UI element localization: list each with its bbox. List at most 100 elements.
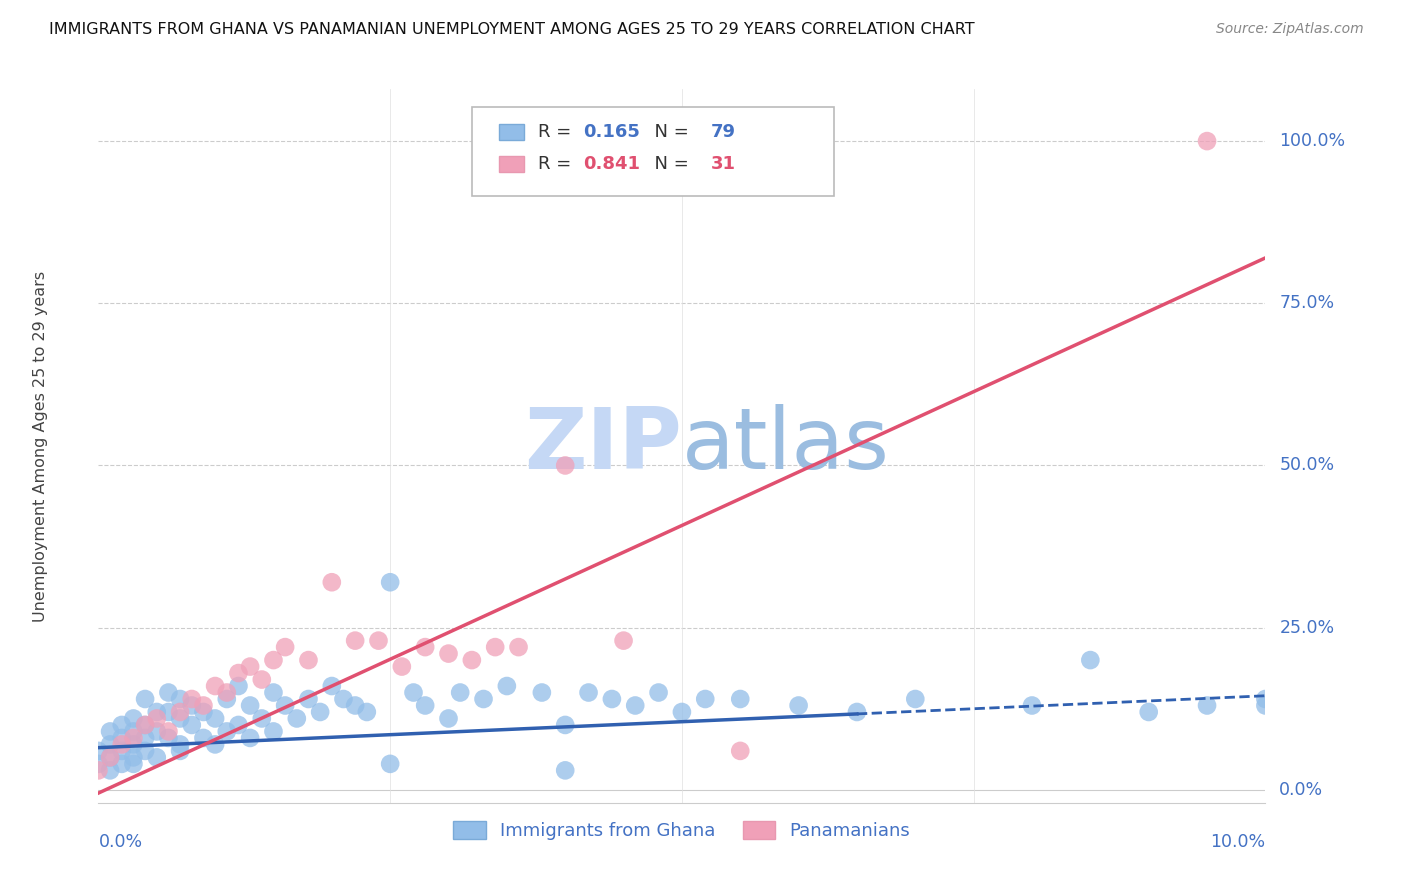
Point — [193, 731, 215, 745]
Point — [904, 692, 927, 706]
Point — [193, 698, 215, 713]
Point — [180, 692, 202, 706]
Legend: Immigrants from Ghana, Panamanians: Immigrants from Ghana, Panamanians — [446, 814, 918, 847]
Point — [122, 731, 145, 745]
Point — [169, 738, 191, 752]
Point — [262, 724, 284, 739]
Text: 0.0%: 0.0% — [1279, 780, 1323, 799]
Point — [146, 711, 169, 725]
Point — [647, 685, 669, 699]
Point — [344, 698, 367, 713]
Point — [215, 724, 238, 739]
Text: 79: 79 — [711, 123, 737, 141]
Point — [437, 647, 460, 661]
Point — [122, 738, 145, 752]
Point — [122, 756, 145, 771]
Point — [600, 692, 623, 706]
Point — [508, 640, 530, 654]
Point — [530, 685, 553, 699]
Point — [111, 718, 134, 732]
Point — [250, 711, 273, 725]
Bar — [499, 156, 524, 172]
Point — [484, 640, 506, 654]
Text: Unemployment Among Ages 25 to 29 years: Unemployment Among Ages 25 to 29 years — [32, 270, 48, 622]
Point — [496, 679, 519, 693]
Text: 0.0%: 0.0% — [98, 833, 142, 851]
Point — [146, 724, 169, 739]
Point — [437, 711, 460, 725]
Text: 31: 31 — [711, 155, 737, 173]
Point — [98, 724, 121, 739]
Point — [98, 750, 121, 764]
Point — [122, 711, 145, 725]
Text: ZIP: ZIP — [524, 404, 682, 488]
Point — [87, 744, 110, 758]
Point — [169, 711, 191, 725]
Point — [111, 744, 134, 758]
Point — [624, 698, 647, 713]
Point — [204, 711, 226, 725]
Point — [239, 731, 262, 745]
Point — [332, 692, 354, 706]
Point — [262, 685, 284, 699]
Point — [730, 692, 752, 706]
Text: N =: N = — [644, 155, 695, 173]
Point — [787, 698, 810, 713]
Point — [98, 738, 121, 752]
Point — [356, 705, 378, 719]
Bar — [499, 124, 524, 140]
Text: 25.0%: 25.0% — [1279, 619, 1334, 637]
Text: Source: ZipAtlas.com: Source: ZipAtlas.com — [1216, 22, 1364, 37]
Point — [285, 711, 308, 725]
Point — [262, 653, 284, 667]
Point — [554, 764, 576, 778]
Point — [461, 653, 484, 667]
Point — [98, 764, 121, 778]
Point — [380, 575, 402, 590]
Text: R =: R = — [538, 123, 578, 141]
Point — [1021, 698, 1043, 713]
Point — [111, 756, 134, 771]
Point — [134, 692, 156, 706]
Point — [344, 633, 367, 648]
Point — [180, 718, 202, 732]
Point — [274, 640, 297, 654]
Point — [730, 744, 752, 758]
Point — [122, 750, 145, 764]
Point — [1195, 134, 1218, 148]
Point — [134, 718, 156, 732]
Point — [472, 692, 495, 706]
Point — [169, 705, 191, 719]
Point — [204, 679, 226, 693]
Point — [321, 575, 343, 590]
Point — [239, 698, 262, 713]
Point — [554, 718, 576, 732]
Point — [111, 738, 134, 752]
Point — [157, 705, 180, 719]
FancyBboxPatch shape — [472, 107, 834, 196]
Point — [367, 633, 389, 648]
Point — [309, 705, 332, 719]
Text: IMMIGRANTS FROM GHANA VS PANAMANIAN UNEMPLOYMENT AMONG AGES 25 TO 29 YEARS CORRE: IMMIGRANTS FROM GHANA VS PANAMANIAN UNEM… — [49, 22, 974, 37]
Point — [413, 698, 436, 713]
Point — [111, 731, 134, 745]
Point — [449, 685, 471, 699]
Point — [87, 756, 110, 771]
Point — [413, 640, 436, 654]
Point — [1137, 705, 1160, 719]
Text: atlas: atlas — [682, 404, 890, 488]
Point — [157, 731, 180, 745]
Point — [87, 764, 110, 778]
Text: 75.0%: 75.0% — [1279, 294, 1334, 312]
Point — [169, 744, 191, 758]
Point — [134, 744, 156, 758]
Point — [193, 705, 215, 719]
Point — [122, 724, 145, 739]
Point — [321, 679, 343, 693]
Point — [239, 659, 262, 673]
Point — [274, 698, 297, 713]
Text: 10.0%: 10.0% — [1211, 833, 1265, 851]
Point — [228, 666, 250, 681]
Point — [98, 750, 121, 764]
Point — [297, 653, 319, 667]
